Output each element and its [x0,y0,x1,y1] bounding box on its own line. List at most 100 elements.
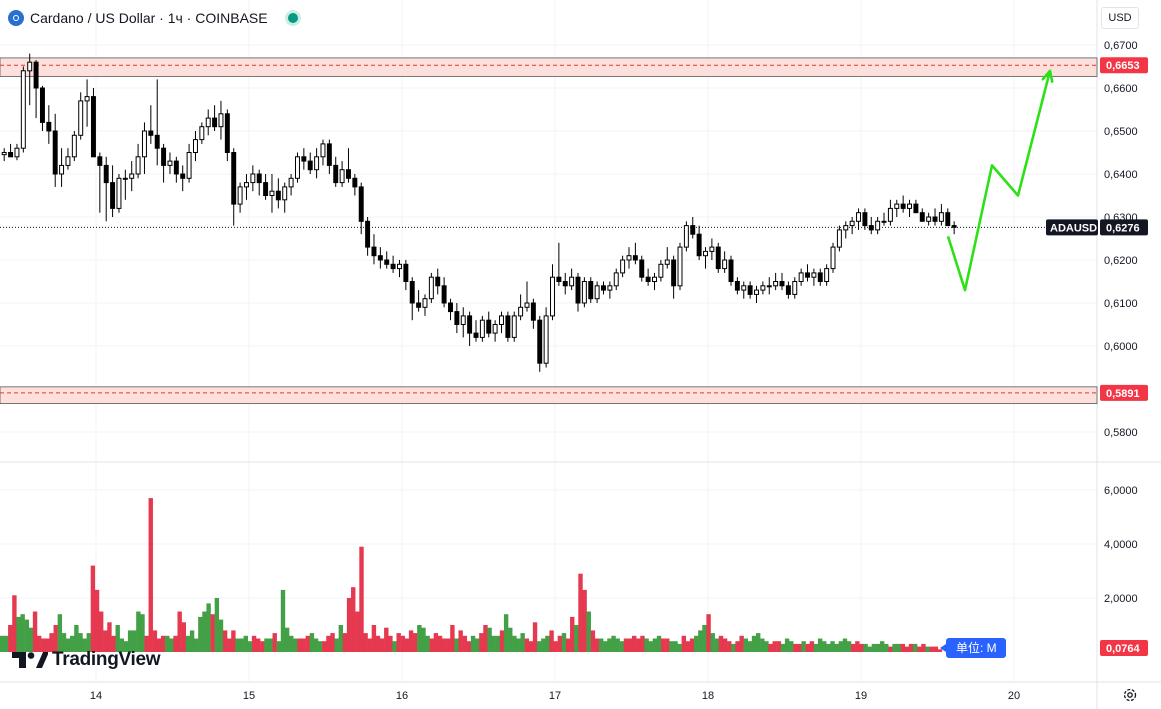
volume-bar-down [937,649,943,652]
volume-bar-up [417,625,422,652]
volume-bar-up [875,643,881,652]
volume-bar-up [879,641,885,652]
candle-down [371,246,377,257]
price-axis-tick: 0,5800 [1104,427,1138,439]
volume-bar-up [115,625,120,652]
volume-bar-up [247,641,253,652]
volume-bar-down [12,595,17,652]
volume-bar-down [739,635,744,652]
volume-bar-up [165,635,170,652]
volume-bar-up [838,641,844,652]
volume-bar-down [111,635,116,652]
volume-bar-down [582,589,587,652]
candle-up [652,276,657,283]
volume-bar-up [755,633,761,652]
volume-bar-down [933,646,939,652]
volume-bar-down [371,625,377,652]
volume-bar-up [127,630,133,652]
candle-down [90,96,96,158]
volume-bar-up [202,611,207,652]
candle-up [550,276,555,317]
volume-bar-down [210,614,215,652]
volume-bar-down [375,635,381,652]
price-axis-tick: 0,6200 [1104,255,1138,267]
volume-bar-up [70,635,75,652]
volume-bar-up [598,638,604,652]
volume-bar-up [132,630,137,652]
candle-up [766,285,772,288]
candle-down [696,233,702,257]
volume-bar-down [400,635,406,652]
volume-bar-down [793,643,798,652]
gear-icon[interactable] [1121,686,1139,704]
volume-bar-down [297,638,302,652]
candle-up [294,156,300,179]
volume-bar-down [805,643,810,652]
symbol-title[interactable]: Cardano / US Dollar · 1ч · COINBASE [30,10,268,26]
volume-bar-up [119,638,125,652]
candle-up [460,315,466,325]
volume-bar-up [123,641,129,652]
tradingview-logo[interactable]: TradingView [12,649,161,671]
candle-down [467,315,473,334]
volume-bar-down [578,573,583,652]
time-axis-tick: 16 [396,690,408,702]
candle-down [785,285,791,295]
volume-bar-up [536,641,542,652]
candle-down [530,302,536,321]
time-axis-tick: 20 [1008,690,1020,702]
candle-down [97,156,103,166]
volume-bar-down [727,641,732,652]
volume-bar-up [574,625,579,652]
candle-down [384,259,390,265]
volume-bar-up [822,641,827,652]
candle-up [122,177,128,180]
candle-up [677,246,683,287]
volume-bar-up [0,635,5,652]
volume-bar-down [429,638,434,652]
candle-down [562,281,568,287]
volume-bar-down [462,635,468,652]
volume-bar-up [65,638,71,652]
volume-bar-down [549,630,554,652]
candle-down [212,117,218,128]
volume-bar-up [334,638,339,652]
candle-up [881,220,887,223]
candle-up [492,324,498,334]
candle-down [747,285,753,295]
volume-last-tag: 0,0764 [1106,643,1141,655]
volume-bar-down [768,643,773,652]
candle-down [365,220,371,248]
candle-down [263,182,269,197]
volume-bar-up [520,633,525,652]
candle-up [709,246,715,252]
candle-up [683,225,689,248]
cardano-coin-icon [8,10,24,26]
candle-down [932,216,938,222]
currency-button[interactable]: USD [1101,7,1139,29]
candle-up [71,134,77,158]
volume-bar-up [214,598,220,652]
volume-bar-up [189,630,195,652]
volume-bar-down [809,641,815,652]
candle-down [454,311,460,326]
candle-up [84,96,90,102]
candle-down [180,173,186,179]
candle-down [601,285,606,291]
volume-bar-up [677,643,682,652]
candle-up [1,152,7,156]
candle-up [741,285,747,291]
volume-bar-up [669,641,674,652]
volume-bar-down [632,635,637,652]
volume-bar-down [103,630,108,652]
volume-bar-down [681,635,687,652]
candle-up [422,298,428,308]
volume-bar-down [640,635,645,652]
candles-group [1,53,957,372]
candle-up [243,182,249,188]
candle-up [773,281,779,287]
volume-bar-down [904,646,910,652]
candle-down [8,152,14,158]
volume-unit-tag-bg [946,638,1006,658]
